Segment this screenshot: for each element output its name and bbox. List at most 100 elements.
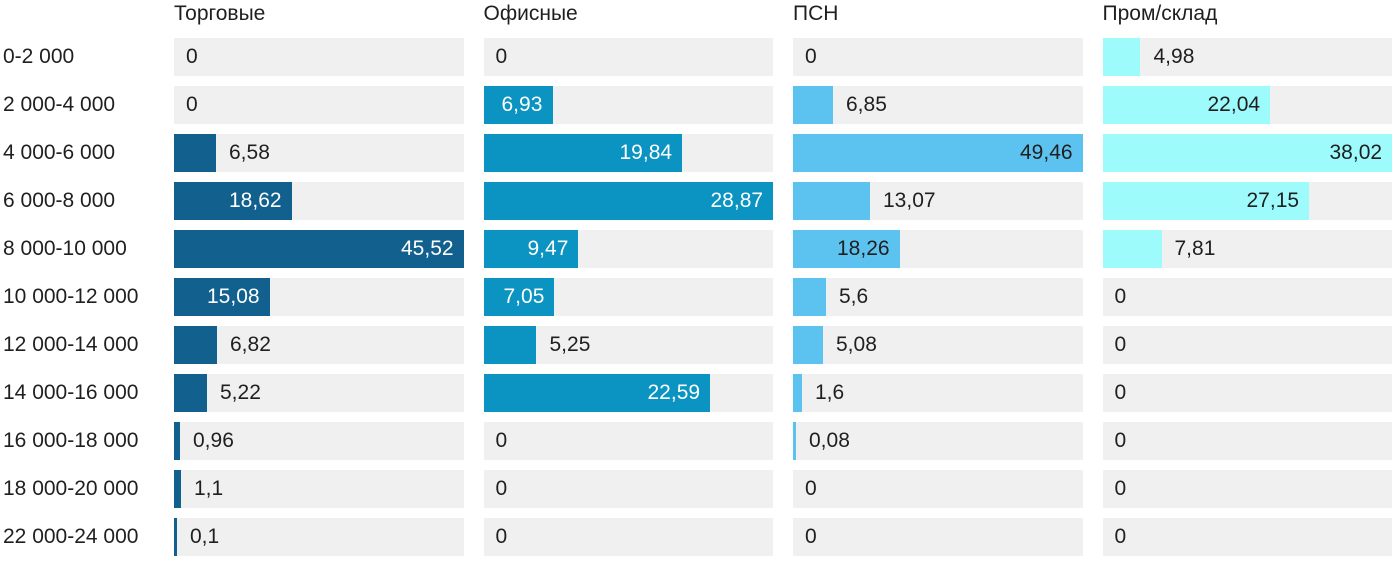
row-label: 0-2 000: [3, 45, 75, 68]
bar-value-label: 0: [805, 525, 817, 548]
bar-value-label: 0,08: [809, 429, 850, 452]
bar-fill: [793, 86, 834, 124]
bar-fill: [1102, 38, 1141, 76]
row-label: 2 000-4 000: [3, 93, 116, 116]
bar-fill: [1102, 86, 1271, 124]
bar-fill: [1102, 182, 1310, 220]
bar-track: 6,58: [174, 134, 464, 172]
bar-track: 19,84: [483, 134, 773, 172]
bar-fill: [793, 374, 803, 412]
bar-fill: [793, 278, 826, 316]
bar-fill: [174, 374, 208, 412]
bar-track: 6,85: [793, 86, 1083, 124]
bar-track: 49,46: [793, 134, 1083, 172]
bar-track: 18,26: [793, 230, 1083, 268]
row-label: 8 000-10 000: [3, 237, 127, 260]
row-label: 4 000-6 000: [3, 141, 116, 164]
bar-value-label: 7,05: [503, 285, 545, 308]
bar-track: 0: [174, 86, 464, 124]
bar-value-label: 0: [495, 525, 508, 548]
bar-fill: [174, 470, 181, 508]
bar-value-label: 5,08: [836, 333, 877, 356]
bar-value-label: 0: [805, 45, 817, 68]
bar-value-label: 22,04: [1207, 93, 1261, 116]
bar-value-label: 22,59: [647, 381, 701, 404]
bar-track: 0: [1102, 374, 1392, 412]
bar-track: 0: [483, 470, 773, 508]
bar-fill: [483, 182, 773, 220]
bar-track: 0: [1102, 518, 1392, 556]
bar-value-label: 1,6: [815, 381, 845, 404]
bar-track: 18,62: [174, 182, 464, 220]
bar-fill: [174, 422, 181, 460]
bar-track: 0,96: [174, 422, 464, 460]
bar-fill: [174, 134, 216, 172]
bar-value-label: 6,58: [229, 141, 270, 164]
bar-value-label: 0: [805, 477, 817, 500]
bar-track: 27,15: [1102, 182, 1392, 220]
row-label: 16 000-18 000: [3, 429, 139, 452]
bar-value-label: 49,46: [1020, 141, 1073, 164]
row-label: 10 000-12 000: [3, 285, 139, 308]
bar-value-label: 5,25: [549, 333, 591, 356]
bar-value-label: 0: [1114, 429, 1127, 452]
bar-fill: [793, 230, 900, 268]
bar-value-label: 0,96: [193, 429, 234, 452]
bar-track: 5,6: [793, 278, 1083, 316]
bar-value-label: 28,87: [710, 189, 764, 212]
header-spacer: [0, 0, 154, 28]
bar-value-label: 0: [1114, 381, 1127, 404]
series-title-prom-sklad: Пром/склад: [1102, 2, 1218, 25]
bar-track: 0: [793, 470, 1083, 508]
bar-fill: [793, 134, 1083, 172]
bar-fill: [793, 182, 870, 220]
bar-value-label: 0: [495, 477, 508, 500]
row-label: 6 000-8 000: [3, 189, 116, 212]
bar-track: 22,04: [1102, 86, 1392, 124]
bar-value-label: 7,81: [1174, 237, 1216, 260]
bar-track: 0: [1102, 422, 1392, 460]
bar-value-label: 6,85: [846, 93, 887, 116]
bar-value-label: 18,26: [837, 237, 890, 260]
bar-track: 1,1: [174, 470, 464, 508]
bar-value-label: 0: [1114, 525, 1127, 548]
series-title-ofisnye: Офисные: [483, 2, 578, 25]
bar-track: 5,08: [793, 326, 1083, 364]
row-label: 14 000-16 000: [3, 381, 139, 404]
bar-fill: [483, 374, 711, 412]
bar-track: 0: [793, 518, 1083, 556]
bar-track: 45,52: [174, 230, 464, 268]
bar-track: 5,25: [483, 326, 773, 364]
bar-track: 6,93: [483, 86, 773, 124]
bar-track: 0: [1102, 278, 1392, 316]
bar-fill: [1102, 230, 1162, 268]
bar-value-label: 1,1: [194, 477, 224, 500]
bar-fill: [483, 134, 683, 172]
bar-track: 38,02: [1102, 134, 1392, 172]
bar-value-label: 0: [1114, 333, 1127, 356]
bar-track: 1,6: [793, 374, 1083, 412]
row-label: 12 000-14 000: [3, 333, 139, 356]
bar-value-label: 0: [186, 45, 198, 68]
bar-chart: Торговые Офисные ПСН Пром/склад 0-2 000 0…: [0, 0, 1392, 556]
series-title-torgovye: Торговые: [174, 2, 266, 25]
bar-fill: [1102, 134, 1392, 172]
series-title-psn: ПСН: [793, 2, 839, 25]
chart-grid: Торговые Офисные ПСН Пром/склад 0-2 000 0…: [0, 0, 1392, 556]
bar-track: 0: [1102, 470, 1392, 508]
bar-track: 28,87: [483, 182, 773, 220]
bar-value-label: 15,08: [207, 285, 260, 308]
bar-track: 7,81: [1102, 230, 1392, 268]
bar-value-label: 9,47: [527, 237, 569, 260]
bar-track: 4,98: [1102, 38, 1392, 76]
bar-value-label: 19,84: [619, 141, 673, 164]
bar-fill: [174, 278, 270, 316]
row-label: 22 000-24 000: [3, 525, 139, 548]
bar-track: 15,08: [174, 278, 464, 316]
bar-fill: [174, 230, 464, 268]
bar-value-label: 6,93: [501, 93, 543, 116]
bar-value-label: 27,15: [1246, 189, 1300, 212]
bar-track: 0,1: [174, 518, 464, 556]
bar-track: 13,07: [793, 182, 1083, 220]
bar-fill: [174, 326, 218, 364]
